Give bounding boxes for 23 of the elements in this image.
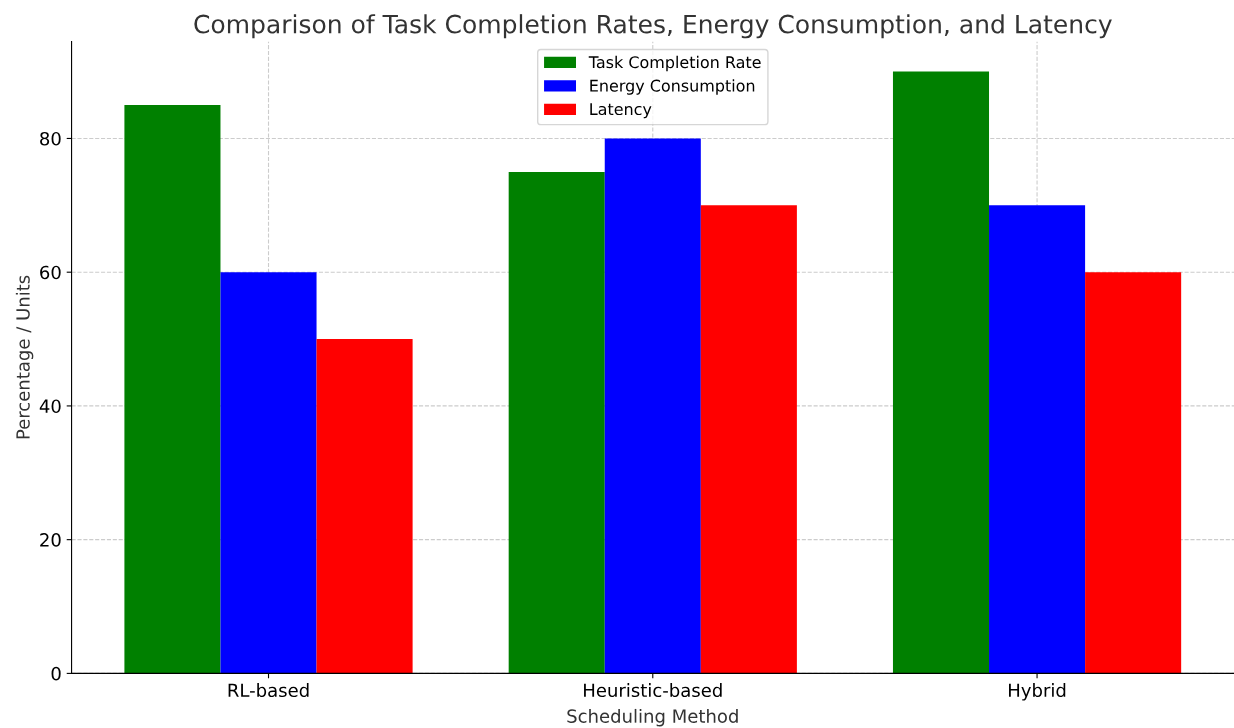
bar bbox=[508, 171, 605, 674]
legend-label: Latency bbox=[590, 103, 652, 119]
y-axis-title: Percentage / Units bbox=[15, 275, 34, 439]
legend-label: Task Completion Rate bbox=[588, 55, 761, 72]
bar bbox=[700, 205, 797, 674]
bar bbox=[124, 105, 221, 674]
x-tick-label: Hybrid bbox=[1009, 683, 1066, 701]
y-tick-label: 0 bbox=[51, 666, 61, 681]
chart-title: Comparison of Task Completion Rates, Energy Consumption, and Latency bbox=[194, 14, 1112, 39]
bar bbox=[604, 138, 701, 674]
bar bbox=[316, 339, 413, 674]
x-tick-label: RL-based bbox=[228, 683, 309, 698]
bar bbox=[892, 71, 990, 674]
y-tick-label: 60 bbox=[40, 265, 61, 280]
y-tick-label: 40 bbox=[39, 399, 61, 414]
legend-label: Energy Consumption bbox=[590, 79, 755, 95]
y-tick-label: 20 bbox=[40, 533, 61, 547]
x-tick-label: Heuristic-based bbox=[584, 683, 722, 698]
bar bbox=[989, 205, 1086, 674]
x-axis-title: Scheduling Method bbox=[567, 708, 738, 727]
y-tick-label: 80 bbox=[40, 131, 61, 146]
bar bbox=[1085, 272, 1182, 674]
bar bbox=[220, 272, 317, 674]
